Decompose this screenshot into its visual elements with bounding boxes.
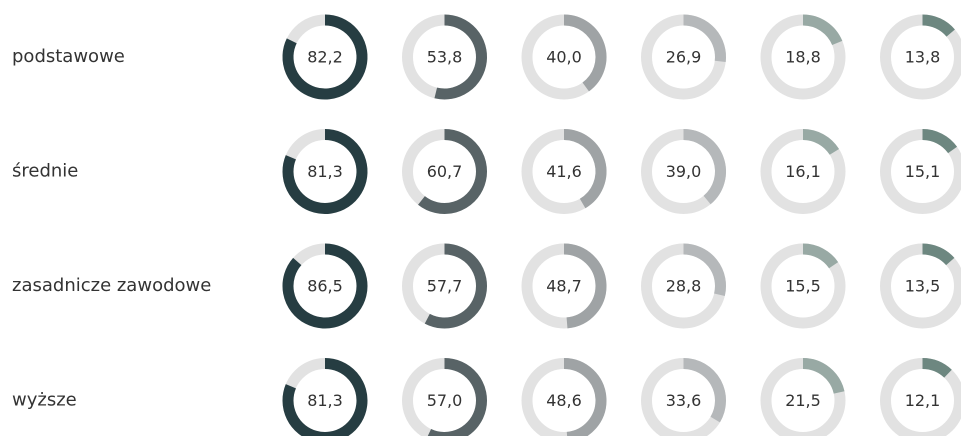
donut-segment xyxy=(282,129,368,214)
value-label: 33,6 xyxy=(666,391,702,410)
value-label: 57,7 xyxy=(427,277,463,296)
value-label: 28,8 xyxy=(666,277,702,296)
value-label: 86,5 xyxy=(307,277,343,296)
donut-segment xyxy=(563,358,607,436)
donut-segment xyxy=(802,129,840,156)
value-label: 41,6 xyxy=(546,162,582,181)
value-label: 18,8 xyxy=(785,48,821,67)
donut-segment xyxy=(922,14,955,37)
donut-segment xyxy=(922,358,952,378)
value-label: 13,5 xyxy=(905,277,941,296)
value-label: 81,3 xyxy=(307,162,343,181)
donut-segment xyxy=(282,14,368,100)
donut-segment xyxy=(282,243,368,329)
donut-segment xyxy=(683,129,726,205)
value-label: 48,7 xyxy=(546,277,582,296)
donut-segment xyxy=(683,243,726,297)
donut-segment xyxy=(282,358,368,436)
donut-segment xyxy=(418,129,487,214)
donut-segment xyxy=(922,243,955,266)
donut-segment xyxy=(427,358,487,436)
value-label: 60,7 xyxy=(427,162,463,181)
donut-segment xyxy=(922,129,958,154)
value-label: 26,9 xyxy=(666,48,702,67)
value-label: 53,8 xyxy=(427,48,463,67)
donut-segment xyxy=(683,14,726,63)
row-label: wyższe xyxy=(12,390,77,411)
value-label: 16,1 xyxy=(785,162,821,181)
value-label: 81,3 xyxy=(307,391,343,410)
value-label: 13,8 xyxy=(905,48,941,67)
donut-segment xyxy=(563,243,607,329)
donut-segment xyxy=(434,14,487,100)
value-label: 48,6 xyxy=(546,391,582,410)
donut-segment xyxy=(802,243,839,269)
value-label: 21,5 xyxy=(785,391,821,410)
row-label: średnie xyxy=(12,161,78,182)
value-label: 12,1 xyxy=(905,391,941,410)
donut-segment xyxy=(563,129,607,209)
value-label: 39,0 xyxy=(666,162,702,181)
row-label: zasadnicze zawodowe xyxy=(12,275,211,296)
value-label: 40,0 xyxy=(546,48,582,67)
value-label: 15,5 xyxy=(785,277,821,296)
value-label: 57,0 xyxy=(427,391,463,410)
value-label: 15,1 xyxy=(905,162,941,181)
donut-segment xyxy=(563,14,607,92)
donut-segment xyxy=(802,358,845,394)
donut-segment xyxy=(802,14,843,46)
donut-segment xyxy=(424,243,487,329)
donut-segment xyxy=(683,358,726,423)
value-label: 82,2 xyxy=(307,48,343,67)
row-label: podstawowe xyxy=(12,46,125,67)
